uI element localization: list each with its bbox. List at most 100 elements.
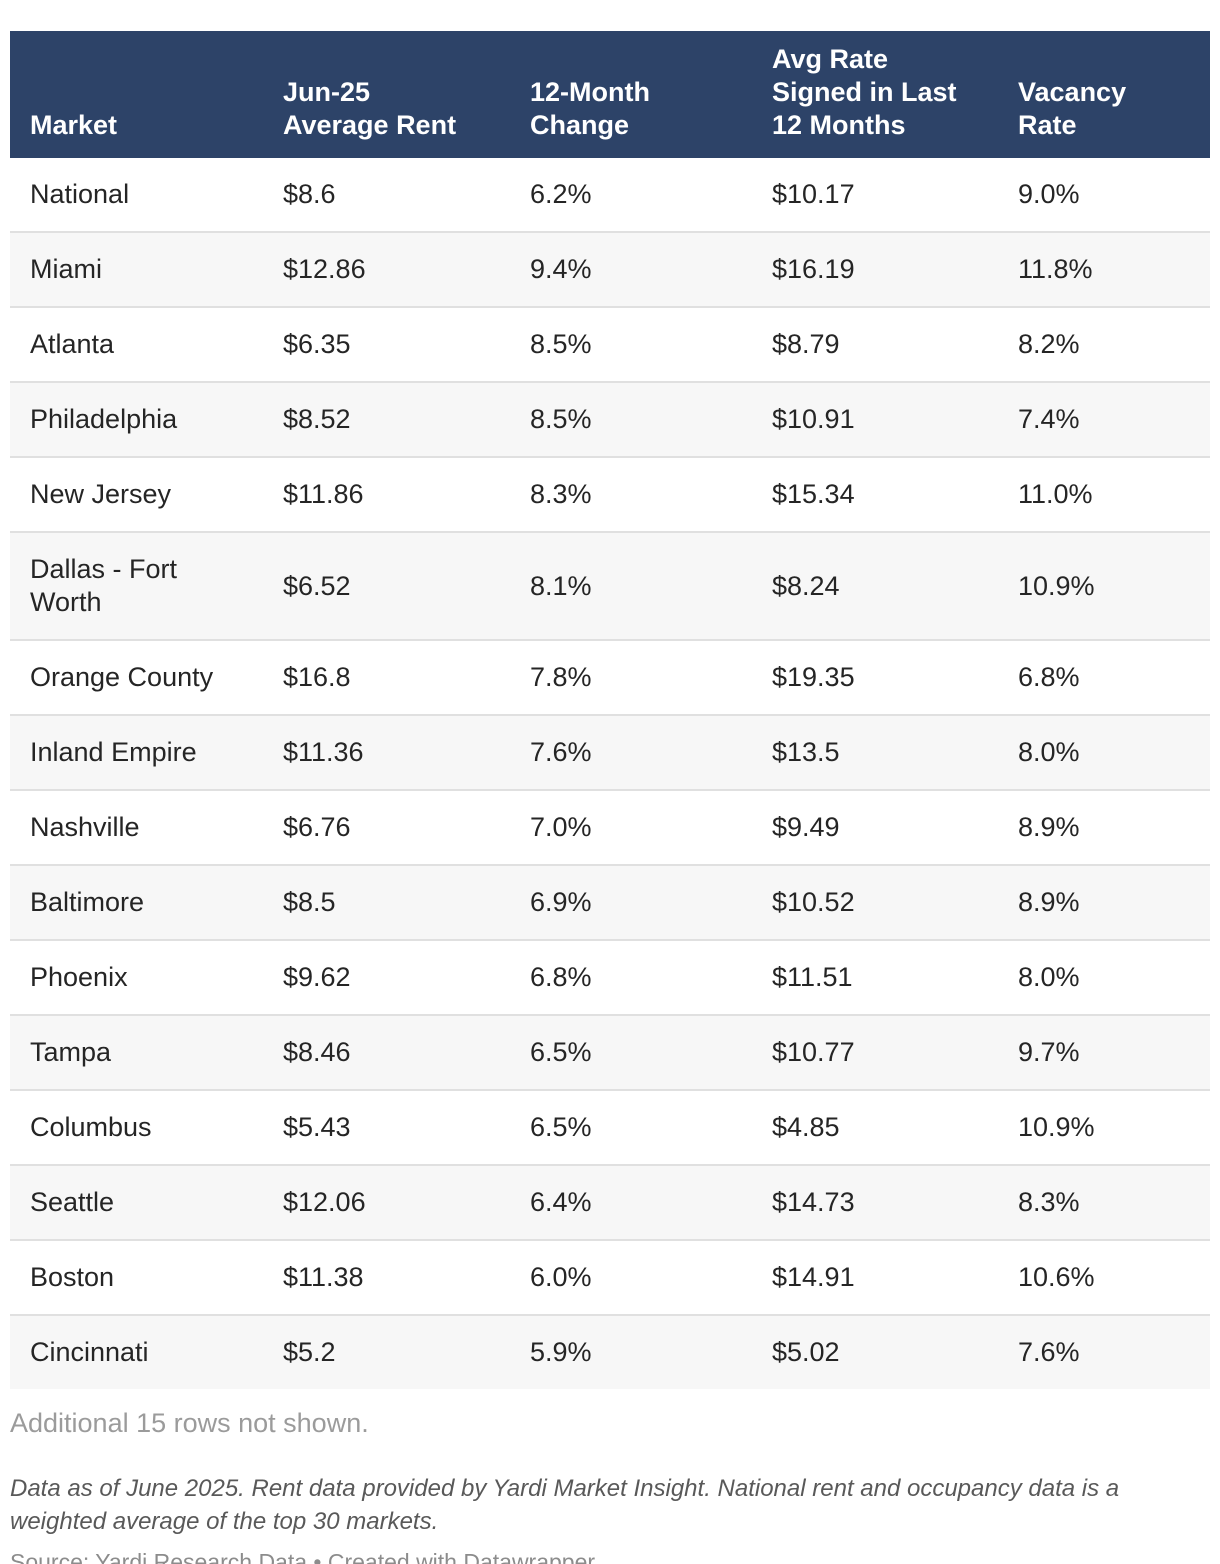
table-row-inland-empire: Inland Empire $11.36 7.6% $13.5 8.0% — [10, 714, 1210, 790]
cell-market: Miami — [10, 231, 263, 307]
cell-market: National — [10, 158, 263, 232]
cell-market: Orange County — [10, 639, 263, 715]
cell-avg-rate-signed: $14.73 — [752, 1164, 998, 1240]
cell-12-month-change: 6.5% — [510, 1089, 752, 1165]
table-row-new-jersey: New Jersey $11.86 8.3% $15.34 11.0% — [10, 456, 1210, 532]
table-body: National $8.6 6.2% $10.17 9.0% Miami $12… — [10, 158, 1210, 1389]
table-row-cincinnati: Cincinnati $5.2 5.9% $5.02 7.6% — [10, 1314, 1210, 1389]
cell-market: Columbus — [10, 1089, 263, 1165]
table-row-nashville: Nashville $6.76 7.0% $9.49 8.9% — [10, 789, 1210, 865]
cell-vacancy-rate: 8.2% — [998, 306, 1210, 382]
cell-average-rent: $12.06 — [263, 1164, 510, 1240]
cell-avg-rate-signed: $14.91 — [752, 1239, 998, 1315]
rent-data-table: Market Jun-25 Average Rent 12-Month Chan… — [10, 31, 1210, 1389]
table-row-baltimore: Baltimore $8.5 6.9% $10.52 8.9% — [10, 864, 1210, 940]
source-line: Source: Yardi Research Data • Created wi… — [10, 1549, 596, 1564]
cell-average-rent: $16.8 — [263, 639, 510, 715]
cell-vacancy-rate: 10.9% — [998, 1089, 1210, 1165]
cell-average-rent: $11.38 — [263, 1239, 510, 1315]
cell-average-rent: $5.43 — [263, 1089, 510, 1165]
cell-avg-rate-signed: $9.49 — [752, 789, 998, 865]
cell-average-rent: $11.86 — [263, 456, 510, 532]
cell-vacancy-rate: 7.4% — [998, 381, 1210, 457]
table-row-national: National $8.6 6.2% $10.17 9.0% — [10, 158, 1210, 232]
cell-vacancy-rate: 10.6% — [998, 1239, 1210, 1315]
cell-market: Cincinnati — [10, 1314, 263, 1389]
cell-avg-rate-signed: $11.51 — [752, 939, 998, 1015]
table-row-seattle: Seattle $12.06 6.4% $14.73 8.3% — [10, 1164, 1210, 1240]
cell-average-rent: $5.2 — [263, 1314, 510, 1389]
column-header-avg-rate-signed: Avg Rate Signed in Last 12 Months — [752, 31, 998, 158]
cell-vacancy-rate: 8.0% — [998, 714, 1210, 790]
cell-12-month-change: 6.5% — [510, 1014, 752, 1090]
cell-avg-rate-signed: $8.24 — [752, 531, 998, 640]
rows-not-shown-note: Additional 15 rows not shown. — [10, 1408, 369, 1438]
table-row-columbus: Columbus $5.43 6.5% $4.85 10.9% — [10, 1089, 1210, 1165]
cell-12-month-change: 7.0% — [510, 789, 752, 865]
cell-avg-rate-signed: $10.52 — [752, 864, 998, 940]
cell-market: Tampa — [10, 1014, 263, 1090]
cell-12-month-change: 6.0% — [510, 1239, 752, 1315]
cell-market: Baltimore — [10, 864, 263, 940]
cell-12-month-change: 7.8% — [510, 639, 752, 715]
cell-market: Inland Empire — [10, 714, 263, 790]
table-row-tampa: Tampa $8.46 6.5% $10.77 9.7% — [10, 1014, 1210, 1090]
cell-market: Atlanta — [10, 306, 263, 382]
cell-vacancy-rate: 9.0% — [998, 158, 1210, 232]
cell-vacancy-rate: 11.8% — [998, 231, 1210, 307]
cell-market: New Jersey — [10, 456, 263, 532]
cell-market: Philadelphia — [10, 381, 263, 457]
cell-12-month-change: 8.5% — [510, 306, 752, 382]
column-header-average-rent: Jun-25 Average Rent — [263, 31, 510, 158]
cell-vacancy-rate: 11.0% — [998, 456, 1210, 532]
column-header-vacancy-rate: Vacancy Rate — [998, 31, 1210, 158]
table-row-philadelphia: Philadelphia $8.52 8.5% $10.91 7.4% — [10, 381, 1210, 457]
cell-12-month-change: 6.9% — [510, 864, 752, 940]
cell-12-month-change: 6.8% — [510, 939, 752, 1015]
cell-avg-rate-signed: $10.91 — [752, 381, 998, 457]
cell-12-month-change: 8.3% — [510, 456, 752, 532]
cell-avg-rate-signed: $16.19 — [752, 231, 998, 307]
cell-market: Phoenix — [10, 939, 263, 1015]
cell-avg-rate-signed: $15.34 — [752, 456, 998, 532]
footnote: Data as of June 2025. Rent data provided… — [10, 1475, 1120, 1535]
cell-12-month-change: 8.1% — [510, 531, 752, 640]
cell-market: Dallas - Fort Worth — [10, 531, 263, 640]
cell-vacancy-rate: 8.3% — [998, 1164, 1210, 1240]
header-row: Market Jun-25 Average Rent 12-Month Chan… — [10, 31, 1210, 158]
table-row-atlanta: Atlanta $6.35 8.5% $8.79 8.2% — [10, 306, 1210, 382]
cell-average-rent: $8.6 — [263, 158, 510, 232]
column-header-12-month-change: 12-Month Change — [510, 31, 752, 158]
cell-average-rent: $12.86 — [263, 231, 510, 307]
cell-market: Seattle — [10, 1164, 263, 1240]
cell-avg-rate-signed: $19.35 — [752, 639, 998, 715]
cell-avg-rate-signed: $10.77 — [752, 1014, 998, 1090]
table-row-phoenix: Phoenix $9.62 6.8% $11.51 8.0% — [10, 939, 1210, 1015]
cell-vacancy-rate: 8.0% — [998, 939, 1210, 1015]
cell-12-month-change: 6.4% — [510, 1164, 752, 1240]
cell-average-rent: $11.36 — [263, 714, 510, 790]
cell-12-month-change: 6.2% — [510, 158, 752, 232]
cell-average-rent: $8.46 — [263, 1014, 510, 1090]
cell-vacancy-rate: 7.6% — [998, 1314, 1210, 1389]
cell-avg-rate-signed: $5.02 — [752, 1314, 998, 1389]
cell-avg-rate-signed: $13.5 — [752, 714, 998, 790]
cell-vacancy-rate: 8.9% — [998, 864, 1210, 940]
cell-market: Nashville — [10, 789, 263, 865]
cell-vacancy-rate: 6.8% — [998, 639, 1210, 715]
table-row-miami: Miami $12.86 9.4% $16.19 11.8% — [10, 231, 1210, 307]
table-row-orange-county: Orange County $16.8 7.8% $19.35 6.8% — [10, 639, 1210, 715]
cell-vacancy-rate: 8.9% — [998, 789, 1210, 865]
table-header: Market Jun-25 Average Rent 12-Month Chan… — [10, 31, 1210, 158]
cell-vacancy-rate: 9.7% — [998, 1014, 1210, 1090]
cell-avg-rate-signed: $10.17 — [752, 158, 998, 232]
table-row-dallas-fort-worth: Dallas - Fort Worth $6.52 8.1% $8.24 10.… — [10, 531, 1210, 640]
cell-average-rent: $8.5 — [263, 864, 510, 940]
cell-12-month-change: 5.9% — [510, 1314, 752, 1389]
cell-avg-rate-signed: $4.85 — [752, 1089, 998, 1165]
cell-average-rent: $6.52 — [263, 531, 510, 640]
cell-average-rent: $6.76 — [263, 789, 510, 865]
cell-avg-rate-signed: $8.79 — [752, 306, 998, 382]
cell-average-rent: $8.52 — [263, 381, 510, 457]
